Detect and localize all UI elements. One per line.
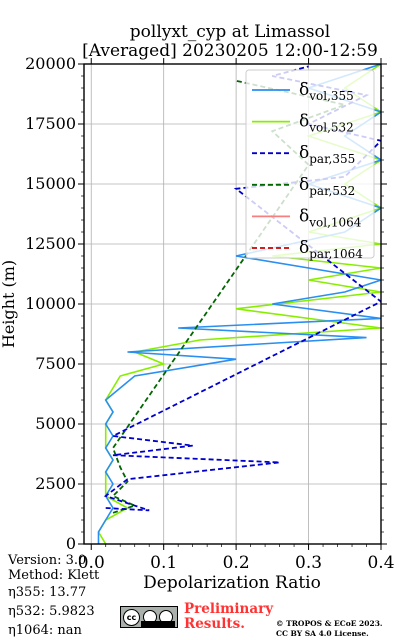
copyright-line-2: CC BY SA 4.0 License. [276, 629, 369, 638]
method-text: Method: Klett [8, 568, 100, 583]
cc-license-badge: cc [120, 606, 178, 628]
eta1064-text: η1064: nan [8, 623, 82, 638]
x-axis-label: Depolarization Ratio [143, 573, 321, 593]
y-tick-label: 10000 [25, 294, 76, 313]
x-tick-label: 0.4 [367, 553, 394, 573]
y-tick-label: 15000 [25, 174, 76, 193]
license-bar [141, 621, 175, 627]
y-tick-label: 12500 [25, 234, 76, 253]
subtitle: [Averaged] 20230205 12:00-12:59 [82, 41, 378, 61]
y-tick-label: 5000 [35, 414, 76, 433]
version-text: Version: 3.0 [8, 553, 87, 568]
y-tick-label: 2500 [35, 474, 76, 493]
y-tick-label: 7500 [35, 354, 76, 373]
prelim-line-2: Results. [184, 616, 245, 632]
eta355-text: η355: 13.77 [8, 585, 87, 600]
title: pollyxt_cyp at Limassol [129, 22, 331, 42]
y-axis-label: Height (m) [0, 260, 18, 348]
copyright-line-1: © TROPOS & ECoE 2023. [276, 619, 383, 628]
eta532-text: η532: 5.9823 [8, 604, 95, 619]
x-tick-label: 0.0 [78, 553, 105, 573]
legend-box [245, 69, 375, 259]
series-line-3 [111, 79, 349, 514]
x-tick-label: 0.2 [223, 553, 250, 573]
y-tick-label: 17500 [25, 114, 76, 133]
y-tick-label: 0 [66, 534, 76, 553]
x-tick-label: 0.1 [150, 553, 177, 573]
y-tick-label: 20000 [25, 54, 76, 73]
copyright-note: © TROPOS & ECoE 2023. CC BY SA 4.0 Licen… [276, 619, 383, 639]
cc-icon: cc [123, 609, 140, 626]
x-tick-label: 0.3 [295, 553, 322, 573]
preliminary-results-note: Preliminary Results. [184, 602, 273, 632]
prelim-line-1: Preliminary [184, 601, 274, 617]
